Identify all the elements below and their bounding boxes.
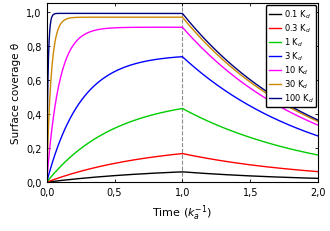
30 K$_d$ [219,57,223,60]
Line: 1 K$_d$: 1 K$_d$ [47,109,318,182]
Line: 0.3 K$_d$: 0.3 K$_d$ [47,154,318,182]
X-axis label: Time ($k_a^{-1}$): Time ($k_a^{-1}$) [152,203,212,222]
Line: 30 K$_d$: 30 K$_d$ [47,18,318,182]
0.3 K$_d$ [45,181,49,184]
0.1 K$_d$ [219,173,223,176]
1 K$_d$ [45,181,49,184]
Line: 0.1 K$_d$: 0.1 K$_d$ [47,172,318,182]
Line: 100 K$_d$: 100 K$_d$ [47,14,318,182]
100 K$_d$ [45,181,49,184]
0.3 K$_d$ [181,152,184,155]
3 K$_d$ [316,135,320,138]
3 K$_d$ [173,57,177,59]
10 K$_d$ [45,181,49,184]
10 K$_d$ [213,60,217,63]
0.1 K$_d$ [304,177,308,180]
100 K$_d$ [316,119,320,122]
1 K$_d$ [213,123,217,126]
Legend: 0.1 K$_d$, 0.3 K$_d$, 1 K$_d$, 3 K$_d$, 10 K$_d$, 30 K$_d$, 100 K$_d$: 0.1 K$_d$, 0.3 K$_d$, 1 K$_d$, 3 K$_d$, … [266,6,316,108]
10 K$_d$ [304,119,308,122]
1 K$_d$ [316,154,320,157]
30 K$_d$ [316,121,320,123]
0.1 K$_d$ [45,181,49,184]
0.3 K$_d$ [304,170,308,172]
0.3 K$_d$ [108,163,112,166]
1 K$_d$ [286,147,290,150]
1 K$_d$ [304,152,308,154]
30 K$_d$ [108,17,112,19]
1 K$_d$ [173,109,177,112]
3 K$_d$ [108,74,112,76]
30 K$_d$ [45,181,49,184]
0.3 K$_d$ [286,168,290,171]
100 K$_d$ [286,104,290,106]
10 K$_d$ [316,124,320,127]
30 K$_d$ [181,17,184,19]
1 K$_d$ [181,108,184,110]
30 K$_d$ [286,105,290,108]
100 K$_d$ [95,13,99,16]
1 K$_d$ [108,130,112,133]
3 K$_d$ [45,181,49,184]
100 K$_d$ [304,113,308,116]
Line: 10 K$_d$: 10 K$_d$ [47,28,318,182]
3 K$_d$ [219,87,223,90]
0.3 K$_d$ [173,153,177,156]
30 K$_d$ [213,52,217,55]
10 K$_d$ [173,27,177,30]
30 K$_d$ [173,17,177,19]
0.1 K$_d$ [181,171,184,173]
0.3 K$_d$ [316,170,320,173]
100 K$_d$ [173,13,177,16]
30 K$_d$ [304,115,308,118]
100 K$_d$ [213,49,217,52]
10 K$_d$ [108,28,112,30]
0.1 K$_d$ [316,177,320,180]
3 K$_d$ [304,131,308,134]
Line: 3 K$_d$: 3 K$_d$ [47,58,318,182]
3 K$_d$ [181,56,184,59]
3 K$_d$ [213,83,217,86]
10 K$_d$ [181,27,184,30]
1 K$_d$ [219,126,223,128]
100 K$_d$ [219,55,223,57]
0.3 K$_d$ [219,160,223,162]
3 K$_d$ [286,124,290,126]
0.3 K$_d$ [213,159,217,161]
0.1 K$_d$ [108,175,112,178]
0.1 K$_d$ [213,173,217,176]
10 K$_d$ [286,110,290,113]
Y-axis label: Surface coverage θ: Surface coverage θ [11,43,21,144]
10 K$_d$ [219,65,223,68]
100 K$_d$ [108,13,112,16]
0.1 K$_d$ [286,176,290,179]
0.1 K$_d$ [173,171,177,174]
